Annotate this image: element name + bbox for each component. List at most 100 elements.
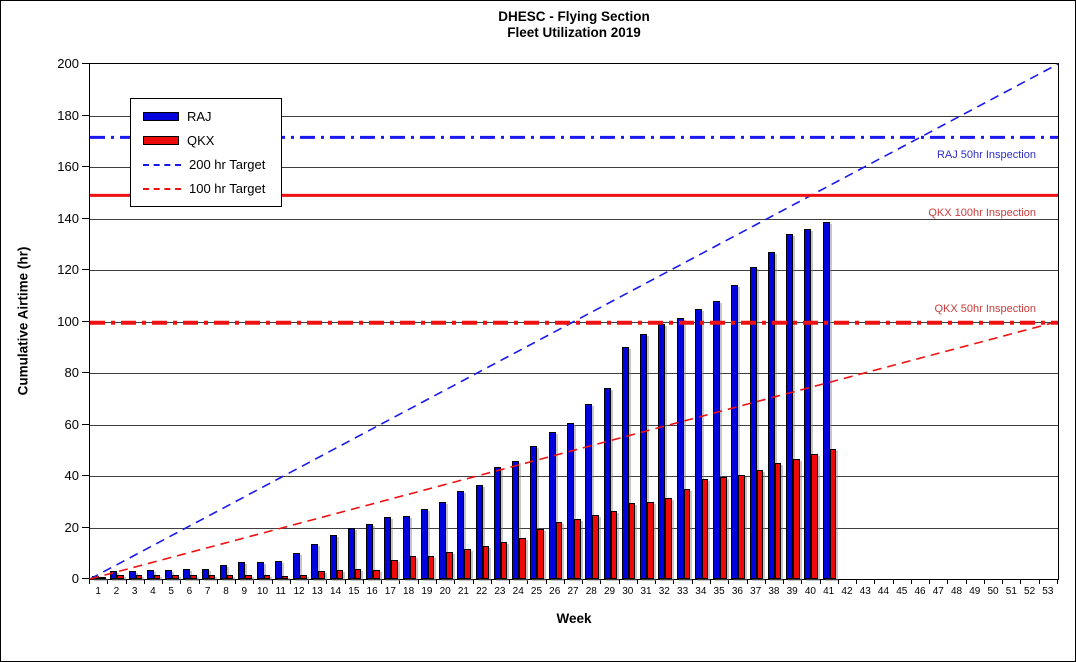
y-tick-mark-160 xyxy=(82,166,89,167)
raj-bar-week-14 xyxy=(329,535,337,579)
x-tick-mark-6 xyxy=(198,580,200,584)
qkx-bar-week-7 xyxy=(208,575,216,579)
y-tick-mark-180 xyxy=(82,114,89,116)
x-tick-mark-16 xyxy=(381,580,383,584)
x-tick-mark-53 xyxy=(1057,580,1058,584)
x-tick-label-25: 25 xyxy=(530,586,543,597)
qkx-bar-week-11 xyxy=(281,575,289,579)
y-tick-mark-60 xyxy=(82,423,89,425)
x-tick-mark-33 xyxy=(691,580,693,584)
x-tick-label-21: 21 xyxy=(457,586,469,597)
x-tick-label-40: 40 xyxy=(804,586,816,597)
x-tick-label-20: 20 xyxy=(439,586,451,597)
qkx-bar-week-1 xyxy=(99,577,106,579)
raj-bar-week-21 xyxy=(457,491,465,579)
y-tick-mark-40 xyxy=(82,475,89,476)
qkx-bar-week-19 xyxy=(427,555,435,579)
y-tick-mark-80 xyxy=(82,372,89,373)
raj-bar-week-17 xyxy=(384,517,392,579)
x-tick-mark-51 xyxy=(1020,580,1022,584)
x-tick-label-9: 9 xyxy=(241,586,248,597)
x-tick-label-29: 29 xyxy=(603,586,616,597)
x-tick-mark-44 xyxy=(892,580,894,584)
qkx-bar-week-39 xyxy=(793,459,800,579)
x-tick-mark-7 xyxy=(216,580,218,584)
legend-entry-qkx: QKX xyxy=(143,133,265,148)
x-tick-mark-26 xyxy=(563,580,565,584)
x-tick-mark-40 xyxy=(819,580,821,584)
legend: RAJ QKX 200 hr Target 100 hr Target xyxy=(130,98,283,207)
x-tick-mark-8 xyxy=(235,580,237,584)
raj-bar-week-28 xyxy=(585,403,593,579)
x-tick-label-37: 37 xyxy=(750,586,762,597)
x-tick-mark-39 xyxy=(801,580,803,584)
qkx-bar-week-22 xyxy=(482,545,490,579)
x-tick-mark-41 xyxy=(837,580,839,584)
x-tick-mark-46 xyxy=(929,580,931,584)
legend-bar-swatch xyxy=(143,136,179,145)
x-tick-label-51: 51 xyxy=(1005,586,1017,597)
x-tick-label-23: 23 xyxy=(494,586,506,597)
x-tick-label-32: 32 xyxy=(658,586,670,597)
raj-bar-week-12 xyxy=(293,553,301,579)
raj-bar-week-29 xyxy=(603,388,611,579)
x-tick-mark-13 xyxy=(326,580,328,584)
x-tick-mark-14 xyxy=(344,580,346,584)
x-tick-mark-42 xyxy=(856,580,858,584)
raj-bar-week-38 xyxy=(767,251,775,579)
raj-bar-week-9 xyxy=(238,562,246,579)
raj-bar-week-7 xyxy=(201,568,209,579)
x-axis-tick-marks xyxy=(89,580,1059,585)
qkx-bar-week-36 xyxy=(738,474,745,579)
y-tick-mark-200 xyxy=(82,63,89,64)
x-tick-label-22: 22 xyxy=(476,586,488,597)
raj-bar-week-13 xyxy=(311,544,319,579)
raj-bar-week-19 xyxy=(420,509,428,579)
y-tick-label-80: 80 xyxy=(64,365,79,380)
chart-title-line2: Fleet Utilization 2019 xyxy=(507,25,641,40)
x-axis-tick-labels: 1 2 3 4 5 6 7 8 9 10 11 12 13 14 15 16 17 18 19 20 21 22 23 24 2… xyxy=(89,586,1059,599)
x-tick-label-7: 7 xyxy=(204,586,211,597)
x-tick-label-47: 47 xyxy=(932,586,944,597)
raj-bar-week-37 xyxy=(749,267,757,579)
annotation-raj-50hr-inspection: RAJ 50hr Inspection xyxy=(936,149,1036,162)
gridline-160 xyxy=(90,167,1058,168)
x-tick-label-2: 2 xyxy=(113,586,120,597)
qkx-bar-week-14 xyxy=(336,570,344,579)
qkx-bar-week-27 xyxy=(574,518,581,579)
qkx-bar-week-9 xyxy=(245,575,252,579)
x-tick-mark-2 xyxy=(125,580,127,584)
qkx-bar-week-21 xyxy=(464,549,471,579)
legend-entry-200-hr-target: 200 hr Target xyxy=(143,157,265,172)
x-tick-label-15: 15 xyxy=(348,586,360,597)
x-tick-label-1: 1 xyxy=(95,586,101,597)
qkx-bar-week-6 xyxy=(190,575,197,579)
chart-title: DHESC - Flying Section Fleet Utilization… xyxy=(89,9,1059,41)
qkx-bar-week-41 xyxy=(829,448,837,579)
x-tick-label-41: 41 xyxy=(823,586,835,597)
raj-bar-week-40 xyxy=(804,228,812,579)
x-tick-label-3: 3 xyxy=(131,586,138,597)
gridline-60 xyxy=(90,424,1058,426)
legend-label: RAJ xyxy=(187,109,212,124)
y-tick-label-0: 0 xyxy=(71,571,79,586)
x-tick-label-52: 52 xyxy=(1024,586,1036,597)
bars-layer xyxy=(90,64,1058,579)
gridline-80 xyxy=(90,373,1058,374)
y-tick-mark-0 xyxy=(82,578,89,579)
legend-bar-swatch xyxy=(143,112,179,121)
raj-bar-week-11 xyxy=(274,560,282,579)
qkx-bar-week-10 xyxy=(263,575,270,579)
x-tick-label-38: 38 xyxy=(768,586,780,597)
qkx-bar-week-38 xyxy=(774,463,782,579)
gridline-180 xyxy=(90,115,1058,117)
x-tick-label-30: 30 xyxy=(622,586,634,597)
y-tick-label-140: 140 xyxy=(57,210,79,226)
qkx-bar-week-30 xyxy=(628,503,636,579)
x-axis-title: Week xyxy=(556,611,592,626)
qkx-bar-week-3 xyxy=(135,575,143,579)
qkx-bar-week-13 xyxy=(318,571,325,579)
x-tick-label-17: 17 xyxy=(384,586,396,597)
x-tick-label-45: 45 xyxy=(896,586,908,597)
raj-bar-week-25 xyxy=(530,446,538,579)
